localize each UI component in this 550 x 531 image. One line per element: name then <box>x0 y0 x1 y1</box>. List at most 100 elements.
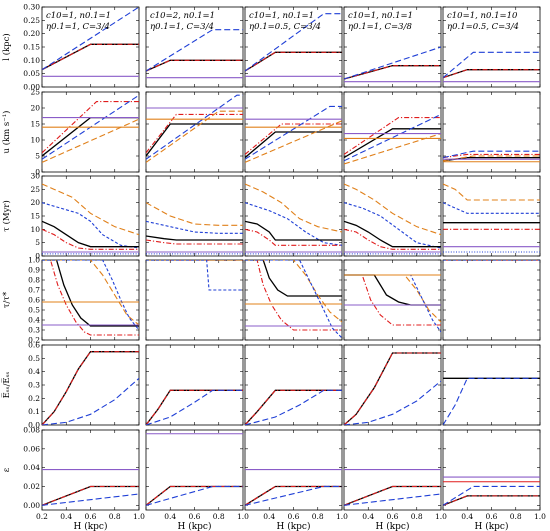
panel-r4-c1 <box>145 344 244 426</box>
series-line-red-dashdot <box>42 260 139 336</box>
series-line-blue-longdash <box>443 485 540 506</box>
series-line-orange-longdash <box>146 110 243 163</box>
y-tick-label: 0.6 <box>28 341 40 350</box>
series-line-blue-longdash <box>42 7 139 71</box>
panel-frame <box>41 175 140 257</box>
panel-r0-c1: c10=2, n0.1=1η0.1=1, C=3/4 <box>145 6 244 88</box>
series-line-black-solid <box>443 69 540 79</box>
series-line-blue-longdash <box>245 13 342 72</box>
series-line-blue-dashed <box>146 260 243 291</box>
series-line-red-dashdot <box>146 113 243 154</box>
y-tick-label: 15 <box>30 120 40 129</box>
panel-frame <box>145 91 244 173</box>
series-line-red-dashdot <box>146 59 243 72</box>
y-tick-label: 10 <box>30 225 40 234</box>
y-tick-label: 0.05 <box>23 69 40 78</box>
panel-r4-c4 <box>442 344 541 426</box>
x-tick-label: 0.8 <box>312 512 324 521</box>
series-line-blue-dashed <box>344 274 441 333</box>
panel-annotation: η0.1=1, C=3/8 <box>348 22 412 32</box>
series-line-orange-longdash <box>42 260 139 326</box>
series-line-black-solid <box>42 260 139 327</box>
series-line-orange-longdash <box>443 155 540 162</box>
series-line-black-solid <box>42 116 139 157</box>
x-tick-label: 1.0 <box>534 512 546 521</box>
y-tick-label: 0.20 <box>23 29 40 38</box>
y-tick-label: 20 <box>30 104 40 113</box>
y-tick-label: 0.7 <box>28 286 40 295</box>
panel-r4-c2 <box>244 344 343 426</box>
y-tick-label: 0 <box>35 252 40 261</box>
series-line-blue-longdash <box>146 94 243 160</box>
series-line-blue-dashed <box>443 202 540 214</box>
series-line-blue-longdash <box>443 377 540 425</box>
x-tick-label: 0.4 <box>362 512 374 521</box>
series-line-red-dashdot <box>146 239 243 245</box>
y-tick-label: 0.00 <box>23 501 40 510</box>
series-line-red-dashdot <box>245 485 342 506</box>
series-line-blue-longdash <box>245 485 342 506</box>
panel-frame <box>442 344 541 426</box>
panel-r0-c3: c10=1, n0.1=1η0.1=1, C=3/8 <box>343 6 442 88</box>
series-line-red-dashdot <box>42 351 139 425</box>
series-line-red-dashdot <box>344 228 441 250</box>
y-tick-label: 0.30 <box>23 3 40 12</box>
x-tick-label: 0.4 <box>164 512 176 521</box>
x-tick-label: 0.4 <box>263 512 275 521</box>
y-tick-label: 0.02 <box>23 482 40 491</box>
panel-annotation: c10=1, n0.1=1 <box>249 11 314 21</box>
series-line-black-solid <box>42 220 139 248</box>
x-tick-label: 0.6 <box>486 512 498 521</box>
series-line-black-solid <box>146 123 243 157</box>
y-tick-label: 0.3 <box>28 326 40 335</box>
series-line-black-solid <box>344 128 441 159</box>
panel-annotation: η0.1=1, C=3/4 <box>150 22 214 32</box>
y-tick-label: 0.9 <box>28 266 40 275</box>
y-tick-label: 25 <box>30 88 40 97</box>
series-line-blue-longdash <box>42 377 139 425</box>
y-tick-label: 15 <box>30 212 40 221</box>
series-line-black-solid <box>344 65 441 80</box>
y-tick-label: 0.6 <box>28 296 40 305</box>
series-line-blue-longdash <box>42 493 139 506</box>
y-axis-label: E̅ₛₛ/E̅ₛₛ <box>0 372 12 399</box>
x-tick-label: 0.4 <box>60 512 72 521</box>
x-tick-label: 0.6 <box>387 512 399 521</box>
panel-r1-c2 <box>244 91 343 173</box>
series-line-red-dashdot <box>146 485 243 506</box>
panel-r4-c0: 0.0 0.1 0.2 0.3 0.4 0.5 0.6 <box>28 341 140 430</box>
y-tick-label: 25 <box>30 185 40 194</box>
panel-r3-c4 <box>442 259 541 341</box>
series-line-red-dashdot <box>344 352 441 425</box>
series-line-blue-longdash <box>344 46 441 80</box>
y-tick-label: 5 <box>35 238 40 247</box>
y-axis-label: u (km s⁻¹) <box>1 111 12 154</box>
series-line-red-dashdot <box>344 65 441 80</box>
panel-frame <box>442 259 541 341</box>
panel-frame <box>244 175 343 257</box>
series-line-black-solid <box>146 485 243 506</box>
series-line-blue-dashed <box>245 260 342 339</box>
series-line-black-solid <box>146 235 243 241</box>
series-line-blue-dashed <box>344 202 441 249</box>
panel-frame <box>41 344 140 426</box>
series-line-black-solid <box>146 59 243 72</box>
series-line-black-solid <box>146 389 243 425</box>
x-tick-label: 0.6 <box>288 512 300 521</box>
series-line-red-dashdot <box>443 69 540 79</box>
series-line-red-dashdot <box>344 274 441 326</box>
x-tick-label: 0.8 <box>213 512 225 521</box>
y-tick-label: 0.0 <box>28 421 40 430</box>
x-tick-label: 0.6 <box>85 512 97 521</box>
x-tick-label: 1.0 <box>435 512 447 521</box>
x-tick-label: 0.8 <box>109 512 121 521</box>
y-tick-label: 0.3 <box>28 381 40 390</box>
panel-r3-c2 <box>244 259 343 341</box>
series-line-red-dashdot <box>42 101 139 154</box>
panel-r5-c4 <box>442 429 541 511</box>
series-line-orange-longdash <box>146 202 243 226</box>
series-line-blue-longdash <box>344 380 441 425</box>
x-tick-label: 1.0 <box>237 512 249 521</box>
